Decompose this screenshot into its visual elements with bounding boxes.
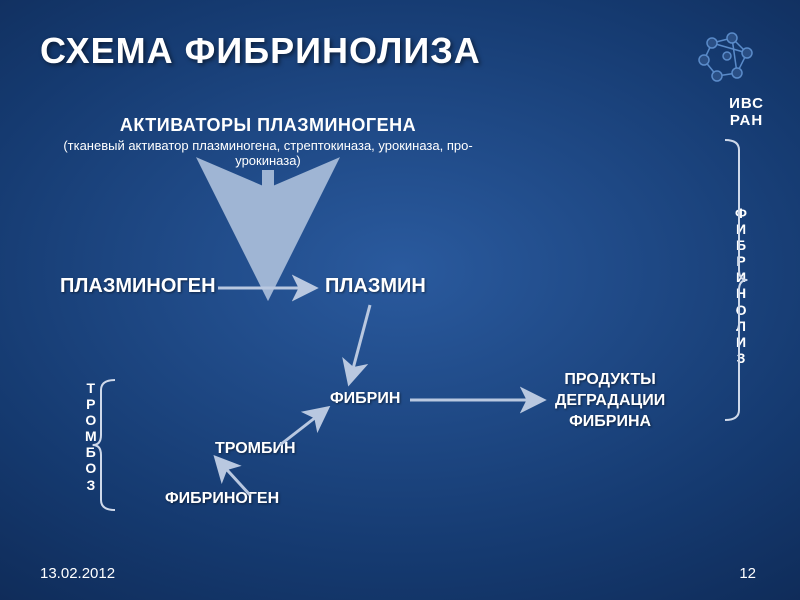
arrows-layer	[0, 0, 800, 600]
footer-page: 12	[739, 565, 756, 582]
label-fibrinolysis: ФИБРИНОЛИЗ	[735, 205, 748, 366]
products-l3: ФИБРИНА	[569, 413, 651, 430]
products-l1: ПРОДУКТЫ	[564, 371, 655, 388]
products-l2: ДЕГРАДАЦИИ	[555, 392, 665, 409]
footer-date: 13.02.2012	[40, 565, 115, 582]
node-fibrin: ФИБРИН	[330, 390, 400, 408]
activators-block: АКТИВАТОРЫ ПЛАЗМИНОГЕНА (тканевый актива…	[58, 115, 478, 168]
label-ivs-ran: ИВС РАН	[729, 95, 764, 130]
ran: РАН	[730, 112, 763, 129]
page-title: СХЕМА ФИБРИНОЛИЗА	[40, 30, 481, 72]
node-thrombin: ТРОМБИН	[215, 440, 296, 458]
node-plasminogen: ПЛАЗМИНОГЕН	[60, 275, 216, 298]
activators-title: АКТИВАТОРЫ ПЛАЗМИНОГЕНА	[58, 115, 478, 136]
node-fibrinogen: ФИБРИНОГЕН	[165, 490, 279, 508]
activators-sub: (тканевый активатор плазминогена, стрепт…	[58, 138, 478, 168]
ivs: ИВС	[729, 95, 764, 112]
label-thrombosis: ТРОМБОЗ	[85, 380, 98, 493]
node-plasmin: ПЛАЗМИН	[325, 275, 426, 298]
molecule-icon	[692, 28, 762, 93]
node-products: ПРОДУКТЫ ДЕГРАДАЦИИ ФИБРИНА	[555, 370, 665, 432]
